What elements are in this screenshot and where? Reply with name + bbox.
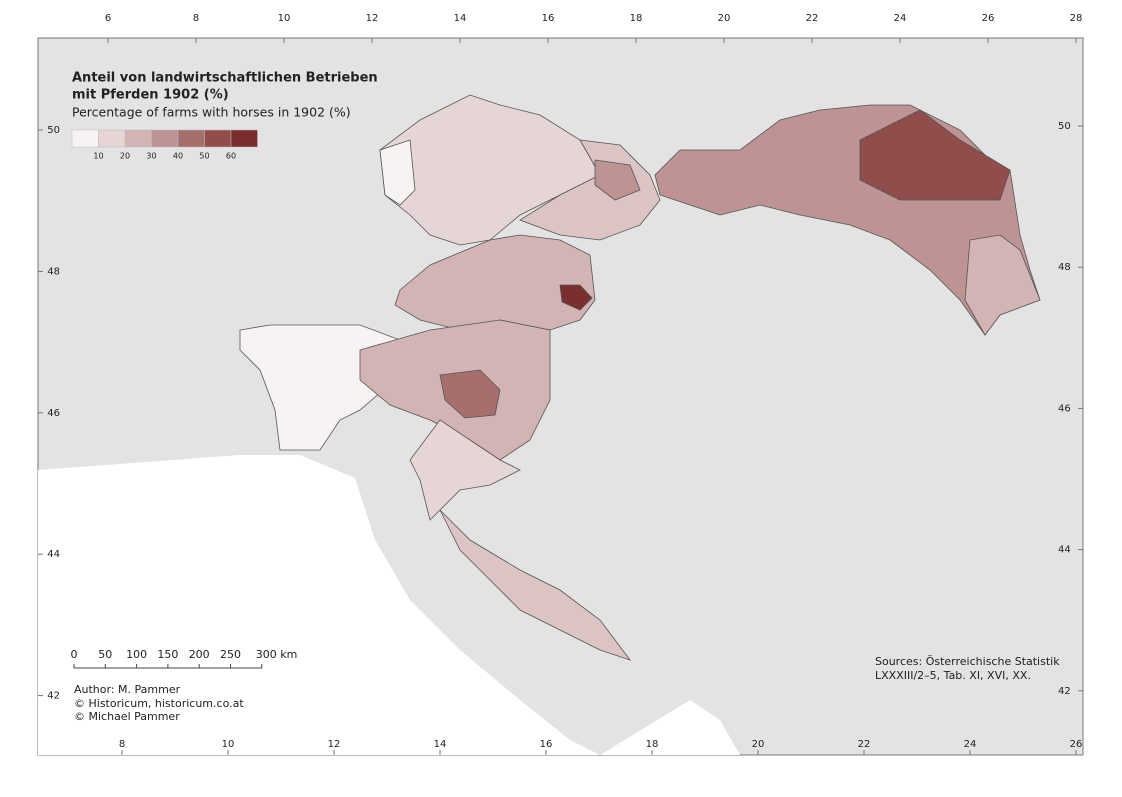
tick-label: 22 [806,13,819,24]
legend-label: 50 [199,152,209,161]
legend-swatch [124,129,152,148]
title: mit Pferden 1902 (%) [72,88,229,103]
tick-label: 16 [542,13,555,24]
scale-label: 300 km [256,648,298,661]
legend-label: 40 [173,152,183,161]
bohemia-west [379,139,416,206]
tick-label: 44 [1058,545,1071,556]
tick-label: 48 [47,266,60,277]
tick-label: 10 [278,13,291,24]
styria-core [439,369,501,419]
sardinia [265,680,310,755]
bukovina [964,234,1041,336]
tick-label: 12 [328,739,341,750]
legend-label: 60 [226,152,236,161]
credit: © Michael Pammer [74,710,180,723]
scale-label: 150 [157,648,178,661]
legend-swatch [230,129,258,148]
galicia-east [859,109,1011,201]
tick-label: 18 [646,739,659,750]
legend-swatch [98,129,126,148]
tick-label: 50 [1058,121,1071,132]
tick-label: 20 [718,13,731,24]
legend-label: 20 [120,152,130,161]
legend-swatch [204,129,232,148]
balkan-coast [520,700,740,755]
tick-label: 26 [1070,739,1083,750]
tick-label: 10 [222,739,235,750]
scale-label: 250 [220,648,241,661]
title: Anteil von landwirtschaftlichen Betriebe… [72,71,378,86]
tick-label: 46 [47,408,60,419]
tick-label: 42 [1058,686,1071,697]
tick-label: 14 [434,739,447,750]
legend-swatch [177,129,205,148]
scale-label: 0 [71,648,78,661]
scale-label: 200 [189,648,210,661]
scale-label: 100 [126,648,147,661]
tick-label: 18 [630,13,643,24]
italy [38,455,600,755]
sources: LXXXIII/2–5, Tab. XI, XVI, XX. [875,669,1031,682]
legend-swatch [71,129,99,148]
tick-label: 26 [982,13,995,24]
littoral [409,419,521,521]
tick-label: 6 [105,13,111,24]
tick-label: 20 [752,739,765,750]
regions [239,94,1041,661]
title-block: Anteil von landwirtschaftlichen Betriebe… [72,71,378,120]
legend-swatch [151,129,179,148]
land [38,455,740,755]
tick-label: 42 [47,691,60,702]
tick-label: 16 [540,739,553,750]
tick-label: 50 [47,125,60,136]
vienna-area [559,284,593,311]
silesia [594,159,641,201]
dalmatia [439,509,632,661]
tick-label: 22 [858,739,871,750]
austria [394,234,596,331]
tick-label: 28 [1070,13,1083,24]
tick-label: 8 [193,13,199,24]
tick-label: 44 [47,549,60,560]
scale-label: 50 [98,648,112,661]
credit: © Historicum, historicum.co.at [74,697,244,710]
tick-label: 48 [1058,262,1071,273]
legend-label: 10 [93,152,103,161]
tick-label: 8 [119,739,125,750]
tick-label: 46 [1058,403,1071,414]
tick-label: 14 [454,13,467,24]
tick-label: 24 [964,739,977,750]
credit: Author: M. Pammer [74,683,181,696]
tick-label: 12 [366,13,379,24]
sources: Sources: Österreichische Statistik [875,655,1060,668]
tick-label: 24 [894,13,907,24]
legend-label: 30 [146,152,156,161]
subtitle: Percentage of farms with horses in 1902 … [72,105,351,120]
